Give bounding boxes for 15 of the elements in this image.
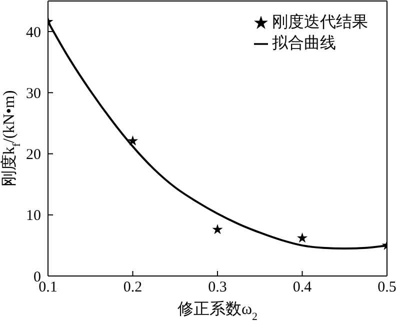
- x-tick-label: 0.3: [208, 280, 227, 296]
- x-tick-label: 0.2: [123, 280, 142, 296]
- y-tick-label: 20: [26, 147, 41, 164]
- legend-label: 刚度迭代结果: [272, 14, 368, 31]
- point: [127, 135, 138, 146]
- legend-label: 拟合曲线: [272, 35, 336, 52]
- y-tick-label: 40: [26, 24, 41, 41]
- x-tick-label: 0.1: [38, 280, 58, 296]
- x-axis-title: 修正系数ω$_{2}$: [177, 300, 258, 323]
- y-tick-label: 10: [26, 208, 41, 224]
- x-tick-label: 0.4: [292, 280, 312, 296]
- y-tick-label: 30: [26, 86, 41, 102]
- point: [212, 224, 223, 234]
- point: [296, 232, 308, 243]
- x-tick-label: 0.5: [378, 280, 396, 296]
